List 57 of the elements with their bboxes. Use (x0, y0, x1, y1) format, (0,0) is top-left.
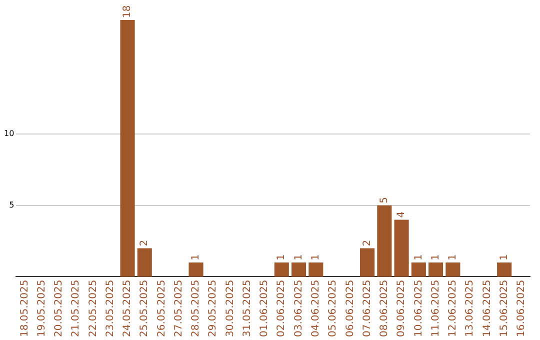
x-tick-label: 11.06.2025 (430, 280, 442, 338)
data-label: 1 (293, 254, 304, 260)
x-tick-label: 05.06.2025 (328, 280, 339, 338)
data-label: 1 (448, 254, 459, 260)
data-label: 1 (276, 254, 288, 260)
y-tick-label: 10 (4, 129, 14, 138)
x-tick-label: 26.05.2025 (156, 280, 168, 338)
x-tick-label: 06.06.2025 (344, 280, 356, 338)
x-tick-label: 24.05.2025 (122, 280, 134, 338)
x-tick-label: 15.06.2025 (498, 280, 510, 338)
bar (411, 262, 426, 277)
bar (188, 262, 204, 277)
bar (308, 262, 324, 277)
x-tick-label: 18.05.2025 (19, 280, 30, 338)
x-tick-label: 12.06.2025 (448, 280, 459, 338)
x-tick-label: 10.06.2025 (413, 280, 424, 338)
data-label: 2 (139, 240, 150, 246)
data-label: 1 (413, 254, 424, 260)
x-tick-label: 20.05.2025 (54, 280, 65, 338)
x-tick-label: 28.05.2025 (190, 280, 202, 338)
bar (377, 205, 392, 277)
x-tick-label: 27.05.2025 (173, 280, 184, 338)
x-tick-label: 09.06.2025 (396, 280, 408, 338)
x-tick-label: 03.06.2025 (293, 280, 304, 338)
x-tick-label: 14.06.2025 (482, 280, 493, 338)
x-tick-label: 21.05.2025 (70, 280, 82, 338)
bar (360, 248, 375, 277)
bar (120, 20, 135, 277)
x-tick-label: 30.05.2025 (224, 280, 236, 338)
x-tick-label: 04.06.2025 (310, 280, 322, 338)
x-tick-label: 16.06.2025 (516, 280, 528, 338)
x-tick-label: 02.06.2025 (276, 280, 288, 338)
bar (394, 220, 409, 277)
data-label: 1 (430, 254, 442, 260)
x-tick-label: 23.05.2025 (104, 280, 116, 338)
data-label: 4 (396, 211, 408, 218)
x-tick-label: 01.06.2025 (259, 280, 270, 338)
x-tick-label: 07.06.2025 (362, 280, 373, 338)
data-label: 5 (379, 197, 390, 204)
bar (446, 262, 460, 277)
x-tick-label: 25.05.2025 (139, 280, 150, 338)
x-tick-label: 29.05.2025 (208, 280, 219, 338)
data-label: 1 (310, 254, 322, 260)
data-label: 2 (362, 240, 373, 246)
x-tick-label: 08.06.2025 (379, 280, 390, 338)
bar (292, 262, 306, 277)
x-tick-label: 31.05.2025 (242, 280, 253, 338)
data-label: 1 (190, 254, 202, 260)
bar (428, 262, 444, 277)
x-tick-label: 22.05.2025 (88, 280, 99, 338)
bar (274, 262, 289, 277)
bar (497, 262, 512, 277)
x-tick-label: 13.06.2025 (464, 280, 476, 338)
bar (137, 248, 152, 277)
data-label: 18 (122, 5, 134, 18)
data-label: 1 (498, 254, 510, 260)
x-tick-label: 19.05.2025 (36, 280, 48, 338)
